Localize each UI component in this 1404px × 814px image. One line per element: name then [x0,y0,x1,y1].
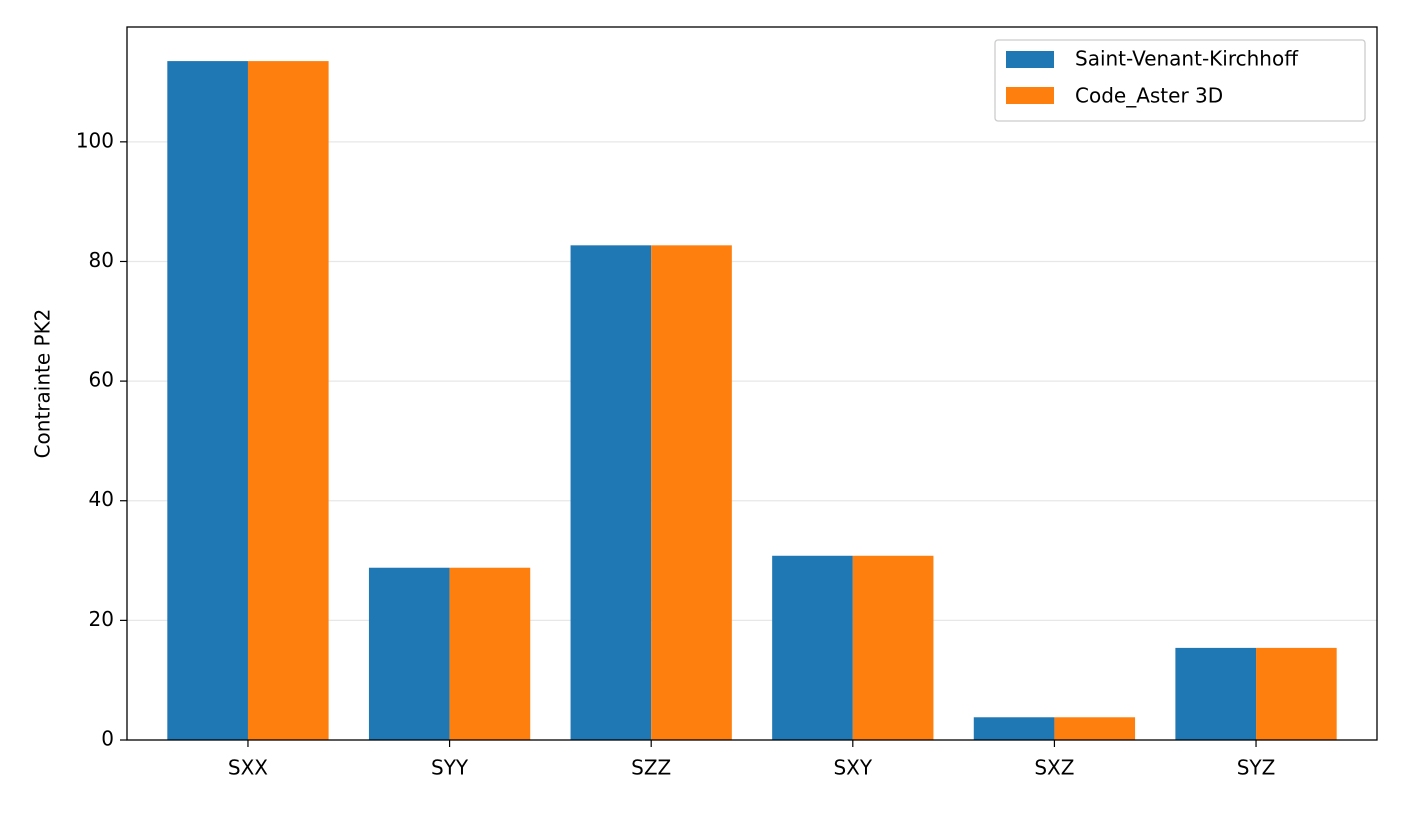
y-tick-label: 20 [89,607,114,631]
bar-saint-venant-kirchhoff-szz [570,245,652,740]
x-tick-label: SYZ [1237,756,1276,780]
bar-code-aster-3d-sxy [852,555,934,740]
x-tick-label: SXX [228,756,268,780]
x-tick-label: SYY [431,756,469,780]
legend: Saint-Venant-Kirchhoff Code_Aster 3D [994,39,1366,122]
bar-saint-venant-kirchhoff-sxx [167,61,248,741]
bar-saint-venant-kirchhoff-syz [1175,647,1257,740]
x-tick-label: SZZ [631,756,671,780]
y-axis-label: Contrainte PK2 [31,309,55,459]
legend-swatch-code-aster-3d [1006,87,1054,104]
legend-box [994,39,1366,122]
x-tick-label: SXZ [1034,756,1074,780]
y-tick-label: 60 [89,368,114,392]
bar-code-aster-3d-sxx [247,61,329,741]
bar-code-aster-3d-syy [449,567,531,740]
y-tick-label: 0 [101,727,114,751]
legend-label-saint-venant-kirchhoff: Saint-Venant-Kirchhoff [1075,47,1299,71]
bar-code-aster-3d-szz [651,245,732,740]
y-tick-label: 80 [89,248,114,272]
bar-saint-venant-kirchhoff-sxz [973,717,1055,740]
bar-saint-venant-kirchhoff-syy [368,567,450,740]
bar-saint-venant-kirchhoff-sxy [772,555,853,740]
y-tick-label: 40 [89,487,114,511]
plot-frame [126,26,1378,741]
y-axis-ticks: 0 20 40 60 80 100 [76,128,127,751]
legend-label-code-aster-3d: Code_Aster 3D [1075,84,1223,108]
bar-code-aster-3d-sxz [1054,717,1136,740]
grid-lines [127,141,1377,621]
bars [167,61,1337,741]
bar-code-aster-3d-syz [1256,647,1337,740]
x-tick-label: SXY [833,756,872,780]
legend-swatch-saint-venant-kirchhoff [1006,51,1054,68]
x-axis-ticks: SXX SYY SZZ SXY SXZ SYZ [228,740,1275,780]
y-tick-label: 100 [76,128,114,152]
